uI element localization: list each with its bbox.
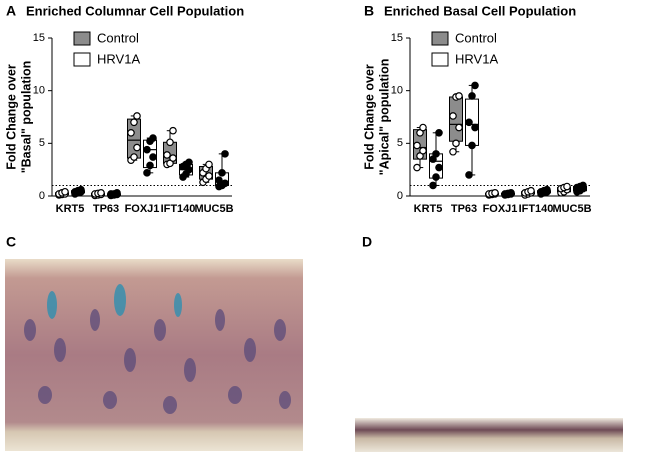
data-point (419, 146, 427, 155)
histology-image (5, 259, 303, 451)
chart: A Enriched Columnar Cell Population Fold C… (4, 3, 244, 215)
data-point (468, 141, 476, 150)
data-point (435, 163, 443, 172)
data-point (452, 139, 460, 148)
data-point (97, 189, 105, 197)
y-tick-label: 10 (33, 85, 45, 97)
legend-label: HRV1A (97, 51, 140, 66)
x-tick-label: FOXJ1 (483, 203, 518, 215)
legend-swatch (431, 52, 449, 67)
chart-title: Enriched Basal Cell Population (384, 3, 576, 18)
data-point (215, 176, 223, 185)
y-tick-label: 15 (391, 32, 403, 44)
y-tick-label: 0 (39, 190, 45, 202)
legend-label: Control (455, 30, 497, 45)
data-point (449, 147, 457, 156)
data-point (221, 179, 229, 188)
chart-title: Enriched Columnar Cell Population (26, 3, 244, 18)
legend-label: HRV1A (455, 51, 498, 66)
data-point (149, 134, 157, 142)
x-tick-label: MUC5B (552, 203, 591, 215)
data-point (435, 129, 443, 137)
y-tick-label: 10 (391, 85, 403, 97)
data-point (543, 185, 551, 194)
y-tick-label: 0 (397, 190, 403, 202)
data-point (432, 173, 440, 181)
data-point (205, 160, 213, 169)
data-point (61, 187, 69, 196)
panel-label: A (6, 3, 16, 19)
data-point (130, 118, 138, 127)
data-point (419, 123, 427, 132)
data-point (563, 182, 571, 191)
data-point (455, 92, 463, 100)
y-axis-label: "Apical" population (377, 59, 391, 176)
data-point (133, 112, 141, 120)
x-tick-label: IFT140 (161, 203, 196, 215)
x-tick-label: TP63 (451, 203, 477, 215)
y-axis-label: Fold Change over (362, 64, 376, 170)
data-point (491, 189, 499, 197)
data-point (127, 129, 135, 137)
legend-swatch (431, 31, 449, 46)
data-point (468, 92, 476, 100)
data-point (130, 153, 138, 161)
chart: B Enriched Basal Cell Population Fold Chan… (362, 3, 591, 215)
data-point (465, 171, 473, 179)
x-tick-label: MUC5B (194, 203, 233, 215)
data-point (507, 189, 515, 197)
data-point (143, 169, 151, 177)
data-point (163, 151, 171, 159)
data-point (169, 126, 177, 135)
x-tick-label: FOXJ1 (125, 203, 160, 215)
data-point (471, 123, 479, 132)
image-c (5, 259, 303, 451)
nuclei (24, 309, 291, 414)
x-tick-label: IFT140 (519, 203, 554, 215)
data-point (185, 158, 193, 167)
legend-swatch (73, 52, 91, 67)
panel-label: C (6, 234, 16, 250)
y-axis-label: Fold Change over (4, 64, 18, 170)
data-point (465, 118, 473, 127)
data-point (149, 153, 157, 161)
data-point (133, 143, 141, 152)
y-tick-label: 5 (397, 137, 403, 149)
stained-cells (47, 284, 182, 319)
data-point (449, 112, 457, 120)
y-tick-label: 5 (39, 137, 45, 149)
data-point (413, 141, 421, 150)
legend-label: Control (97, 30, 139, 45)
data-point (527, 186, 535, 195)
data-point (218, 169, 226, 177)
data-point (579, 181, 587, 190)
histology-image (355, 418, 623, 452)
data-point (77, 185, 85, 194)
data-point (432, 150, 440, 158)
data-point (429, 181, 437, 190)
image-d (355, 418, 623, 452)
data-point (146, 161, 154, 170)
data-point (455, 123, 463, 132)
y-tick-label: 15 (33, 32, 45, 44)
data-point (221, 150, 229, 158)
panel-label: D (362, 234, 372, 250)
data-point (205, 172, 213, 180)
data-point (166, 138, 174, 147)
y-axis-label: "Basal" population (19, 61, 33, 174)
data-point (169, 154, 177, 162)
data-point (413, 163, 421, 172)
x-tick-label: KRT5 (56, 203, 85, 215)
panel-label: B (364, 3, 374, 19)
legend-swatch (73, 31, 91, 46)
data-point (143, 145, 151, 154)
data-point (471, 81, 479, 90)
x-tick-label: TP63 (93, 203, 119, 215)
data-point (113, 189, 121, 197)
x-tick-label: KRT5 (414, 203, 443, 215)
